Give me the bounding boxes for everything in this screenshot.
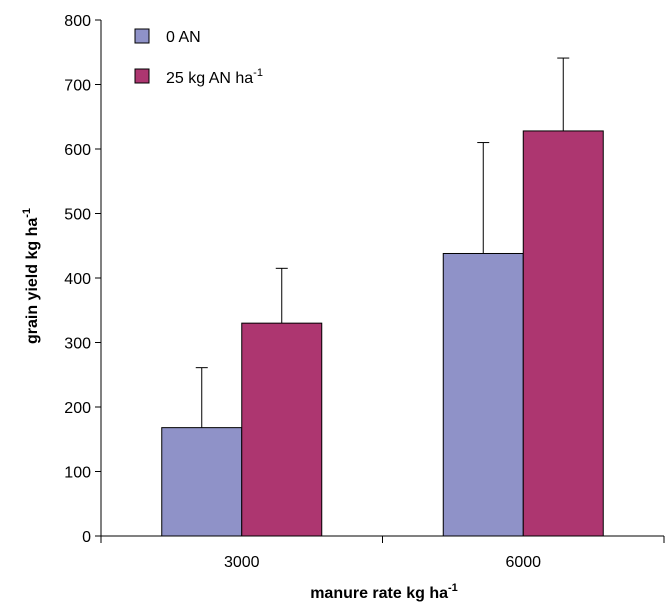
y-axis: 0 100 200 300 400 500 600 700 800 (64, 13, 102, 546)
bar-25-kg-an-ha-6000: 25 kg AN ha: 628 (522, 130, 604, 537)
y-tick-label-200: 200 (64, 400, 91, 417)
y-tick-label-700: 700 (64, 78, 91, 95)
y-tick-label-800: 800 (64, 13, 91, 30)
legend-label-0-an: 0 AN (166, 29, 201, 46)
bar-0-an-3000: 0 AN: 168 (161, 427, 243, 537)
x-axis-title: manure rate kg ha-1 (310, 582, 458, 602)
y-axis-title: grain yield kg ha-1 (21, 208, 41, 344)
legend-swatch-25-kg-an (134, 68, 150, 84)
y-tick-label-400: 400 (64, 271, 91, 288)
x-tick-label-3000: 3000 (224, 554, 260, 571)
legend-label-25-kg-an: 25 kg AN ha-1 (166, 67, 263, 87)
y-tick-label-300: 300 (64, 336, 91, 353)
bar-25-kg-an-ha-3000: 25 kg AN ha: 330 (241, 322, 323, 537)
legend: 0 AN 25 kg AN ha-1 (134, 28, 263, 87)
legend-swatch-0-an (134, 28, 150, 44)
y-tick-label-100: 100 (64, 465, 91, 482)
bar-0-an-6000: 0 AN: 438 (442, 252, 524, 537)
y-tick-label-500: 500 (64, 207, 91, 224)
x-tick-label-6000: 6000 (505, 554, 541, 571)
x-axis: 3000 6000 (100, 535, 665, 571)
y-tick-label-600: 600 (64, 142, 91, 159)
error-bars (195, 57, 570, 428)
bars: 0 AN: 16825 kg AN ha: 330 0 AN: 43825 kg … (161, 130, 604, 537)
y-tick-label-0: 0 (82, 529, 91, 546)
